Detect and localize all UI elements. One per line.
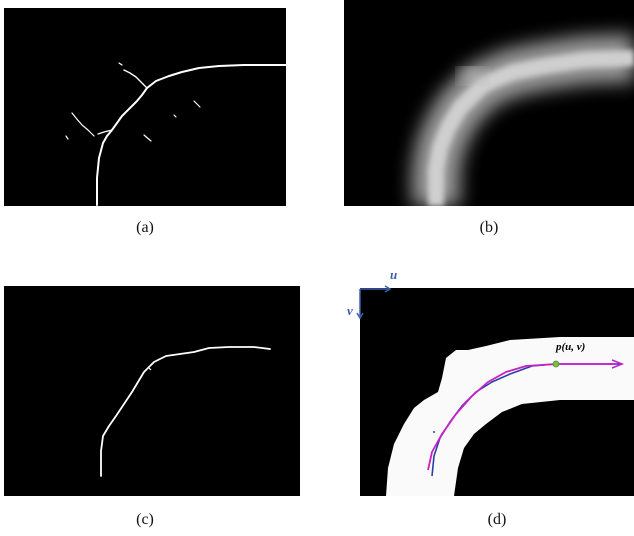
caption-a: (a) [136, 219, 154, 236]
v-axis-label: v [347, 303, 353, 318]
panel-b-blurred-image [344, 0, 634, 206]
point-label-p: p(u, v) [556, 341, 586, 353]
u-axis-label: u [390, 267, 398, 282]
panel-a-skeleton-image [4, 8, 286, 206]
caption-c: (c) [136, 511, 154, 528]
caption-b: (b) [479, 219, 499, 236]
panel-d-mask-with-curve [360, 288, 634, 496]
axes-indicator [356, 285, 392, 320]
panel-c-clean-skeleton-image [4, 286, 300, 496]
caption-d: (d) [487, 511, 507, 528]
